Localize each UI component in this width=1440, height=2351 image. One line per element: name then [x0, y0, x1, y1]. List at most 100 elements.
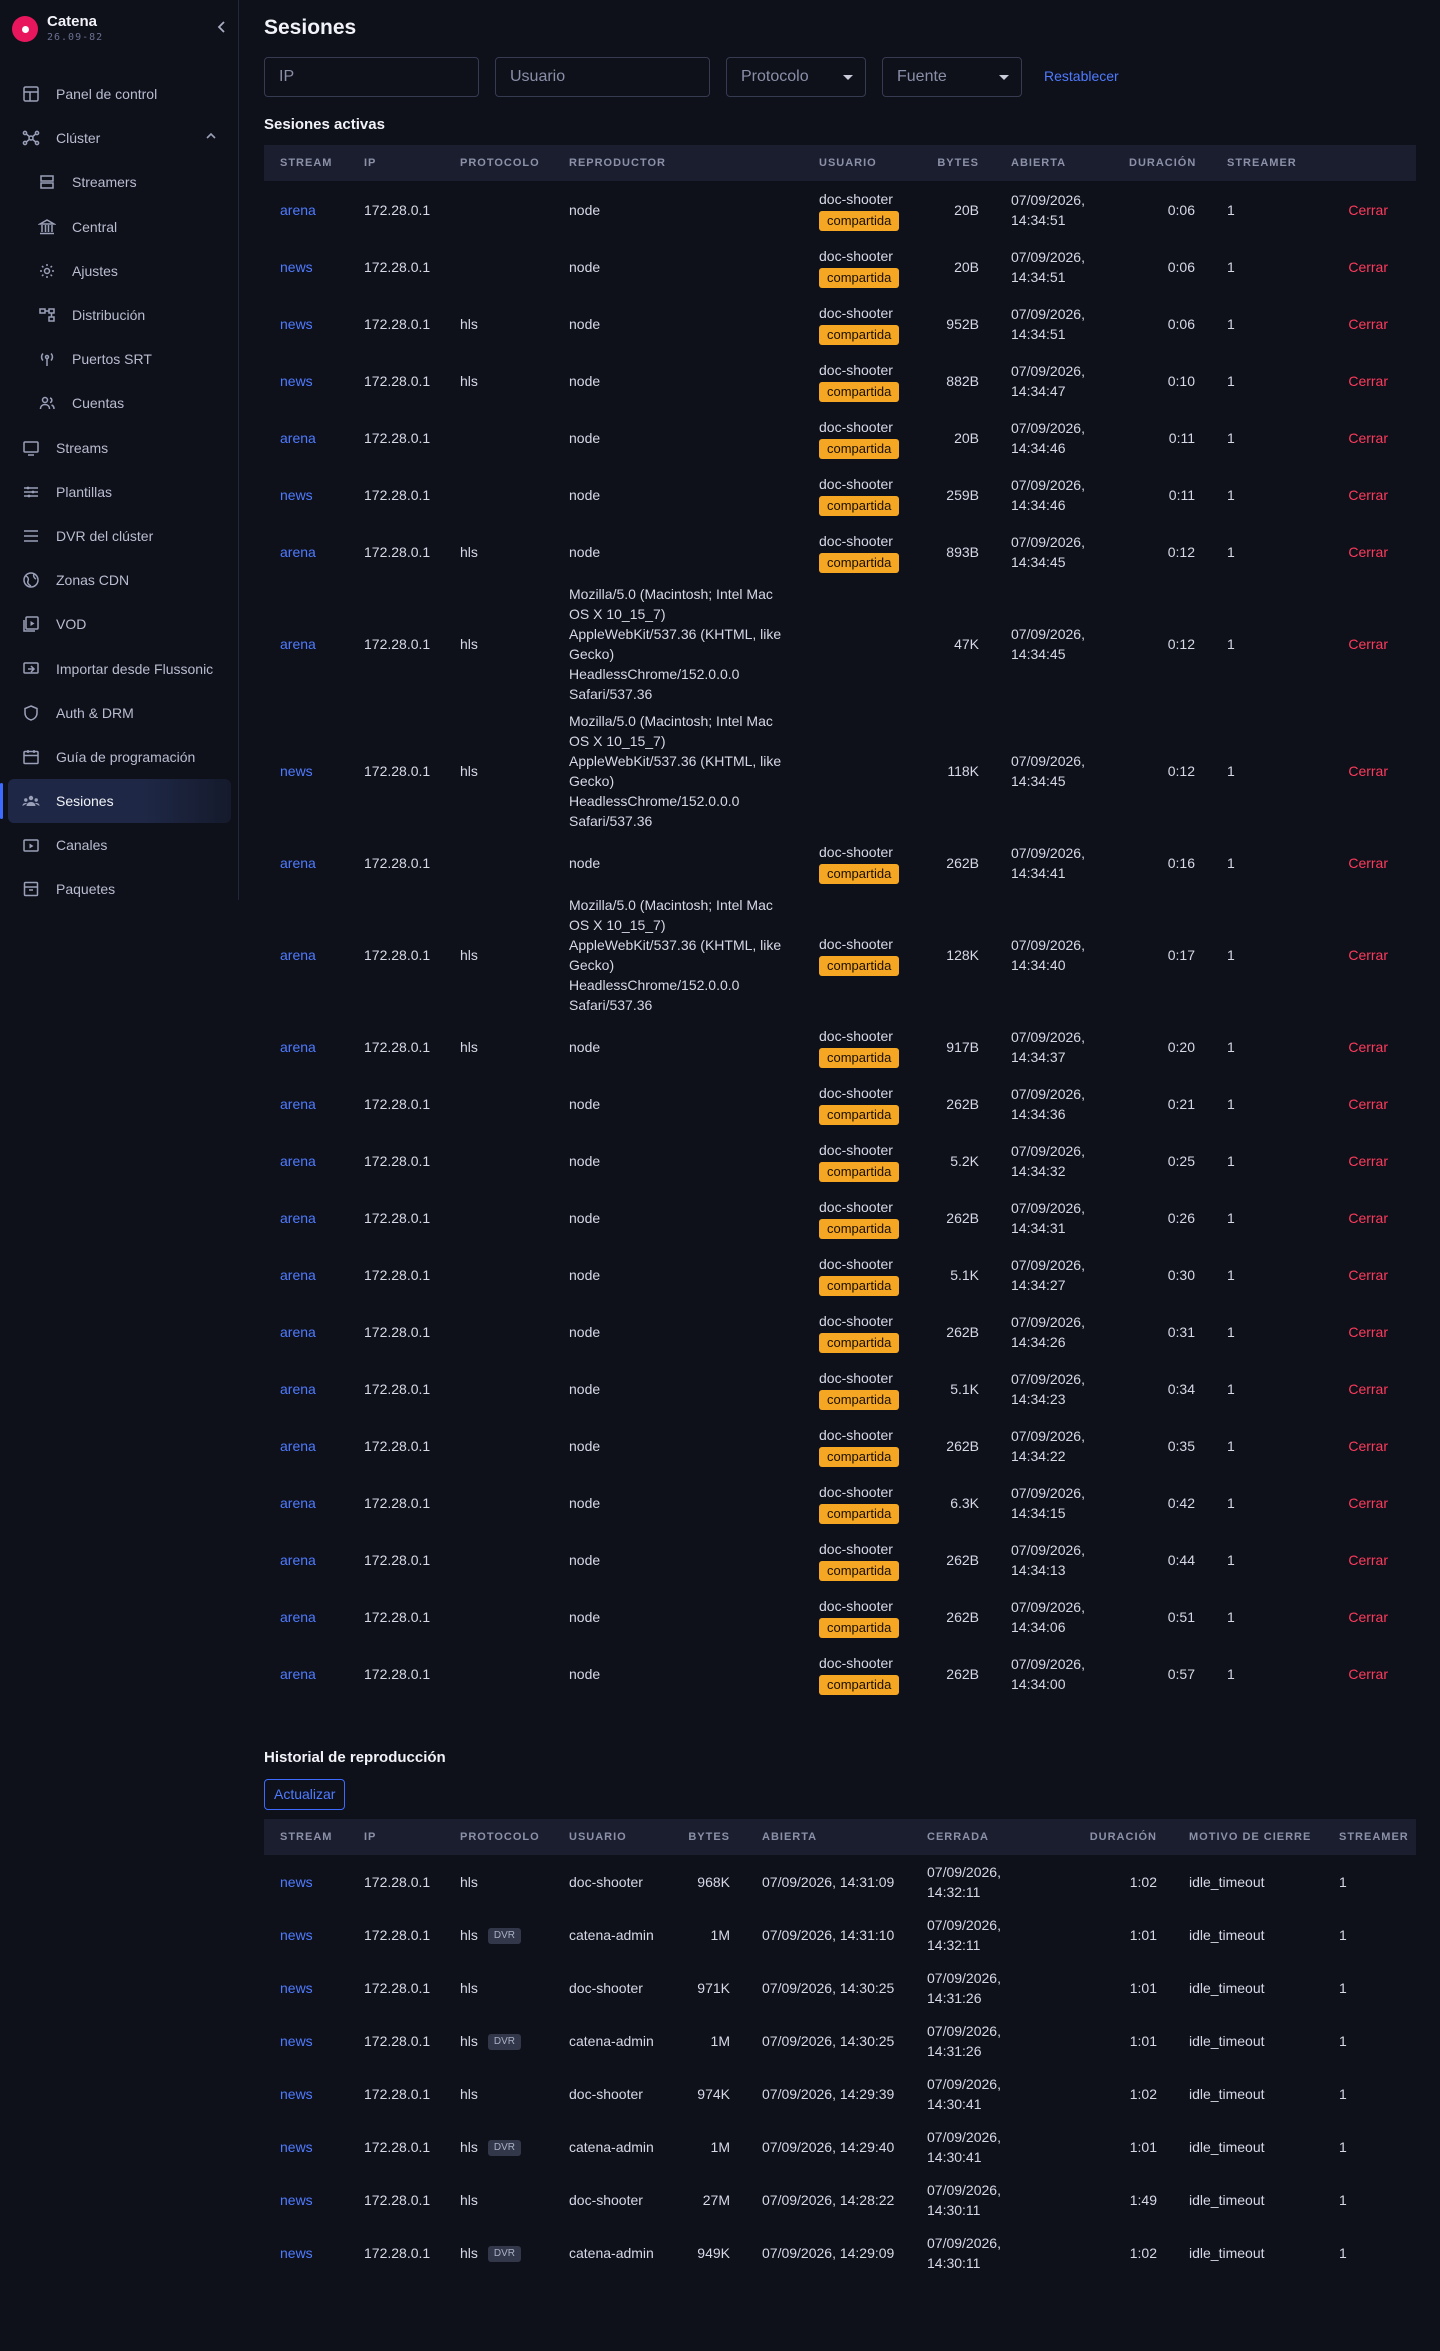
protocol-select[interactable]: Protocolo: [726, 57, 866, 97]
sidebar-item-streams[interactable]: Streams: [8, 426, 231, 470]
table-row: arena 172.28.0.1 node doc-shooter compartida…: [264, 181, 1416, 238]
sidebar-item-label: Central: [72, 218, 118, 235]
dvr-badge: DVR: [487, 2245, 522, 2262]
streamer-cell: 1: [1227, 1095, 1235, 1112]
streamer-cell: 1: [1227, 1323, 1235, 1340]
stream-link[interactable]: arena: [280, 1152, 316, 1169]
close-session-button[interactable]: Cerrar: [1348, 1608, 1388, 1625]
close-session-button[interactable]: Cerrar: [1348, 1494, 1388, 1511]
sidebar-item-paquetes[interactable]: Paquetes: [8, 867, 231, 911]
sidebar-item-plantillas[interactable]: Plantillas: [8, 470, 231, 514]
table-row: news 172.28.0.1 hls doc-shooter 974K 07/09/20…: [264, 2067, 1416, 2120]
duration-cell: 0:12: [1167, 543, 1195, 560]
column-header: STREAMER: [1323, 1819, 1416, 1855]
stream-link[interactable]: news: [280, 315, 313, 332]
sidebar-item-distribucion[interactable]: Distribución: [8, 293, 231, 337]
sidebar-item-sesiones[interactable]: Sesiones: [0, 779, 231, 824]
sidebar-item-vod[interactable]: VOD: [8, 602, 231, 646]
stream-link[interactable]: news: [280, 1926, 313, 1943]
close-session-button[interactable]: Cerrar: [1348, 762, 1388, 779]
stream-link[interactable]: arena: [280, 1551, 316, 1568]
sidebar-item-zonas-cdn[interactable]: Zonas CDN: [8, 558, 231, 602]
close-session-button[interactable]: Cerrar: [1348, 946, 1388, 963]
stream-link[interactable]: arena: [280, 1380, 316, 1397]
player-cell: node: [569, 258, 601, 275]
sidebar-item-importar-desde-flussonic[interactable]: Importar desde Flussonic: [8, 646, 231, 690]
stream-link[interactable]: arena: [280, 1323, 316, 1340]
stream-link[interactable]: arena: [280, 1038, 316, 1055]
stream-link[interactable]: news: [280, 1979, 313, 1996]
close-session-button[interactable]: Cerrar: [1348, 1209, 1388, 1226]
stream-link[interactable]: arena: [280, 1494, 316, 1511]
player-cell: node: [569, 854, 601, 871]
active-sessions-title: Sesiones activas: [264, 116, 385, 133]
sidebar-item-canales[interactable]: Canales: [8, 823, 231, 867]
dvr-badge: DVR: [487, 1927, 522, 1944]
sidebar-item-dvr-del-cluster[interactable]: DVR del clúster: [8, 514, 231, 558]
ip-filter-input[interactable]: [264, 57, 479, 97]
close-session-button[interactable]: Cerrar: [1348, 854, 1388, 871]
bytes-cell: 20B: [954, 429, 979, 446]
opened-cell: 07/09/2026, 14:34:46: [1011, 476, 1085, 513]
stream-link[interactable]: arena: [280, 1266, 316, 1283]
close-session-button[interactable]: Cerrar: [1348, 486, 1388, 503]
opened-cell: 07/09/2026, 14:34:45: [1011, 625, 1085, 662]
user-filter-input[interactable]: [495, 57, 710, 97]
stream-link[interactable]: arena: [280, 854, 316, 871]
stream-link[interactable]: news: [280, 2191, 313, 2208]
stream-link[interactable]: news: [280, 1873, 313, 1890]
close-session-button[interactable]: Cerrar: [1348, 1152, 1388, 1169]
protocol-cell: hls: [460, 762, 478, 779]
user-cell: [803, 580, 919, 707]
stream-link[interactable]: arena: [280, 1665, 316, 1682]
stream-link[interactable]: news: [280, 258, 313, 275]
close-session-button[interactable]: Cerrar: [1348, 1323, 1388, 1340]
stream-link[interactable]: arena: [280, 543, 316, 560]
close-session-button[interactable]: Cerrar: [1348, 1551, 1388, 1568]
source-select[interactable]: Fuente: [882, 57, 1022, 97]
sidebar-item-ajustes[interactable]: Ajustes: [8, 249, 231, 293]
sidebar-item-puertos-srt[interactable]: Puertos SRT: [8, 337, 231, 381]
close-session-button[interactable]: Cerrar: [1348, 429, 1388, 446]
stream-link[interactable]: arena: [280, 1209, 316, 1226]
stream-link[interactable]: arena: [280, 635, 316, 652]
close-session-button[interactable]: Cerrar: [1348, 1038, 1388, 1055]
stream-link[interactable]: news: [280, 2244, 313, 2261]
refresh-button[interactable]: Actualizar: [264, 1779, 346, 1810]
sidebar-item-streamers[interactable]: Streamers: [8, 160, 231, 204]
close-session-button[interactable]: Cerrar: [1348, 1095, 1388, 1112]
sidebar-item-cluster[interactable]: Clúster: [8, 116, 231, 160]
close-session-button[interactable]: Cerrar: [1348, 315, 1388, 332]
protocol-cell: hls: [444, 1961, 553, 2014]
close-session-button[interactable]: Cerrar: [1348, 201, 1388, 218]
close-session-button[interactable]: Cerrar: [1348, 1665, 1388, 1682]
close-session-button[interactable]: Cerrar: [1348, 258, 1388, 275]
sidebar-item-panel-de-control[interactable]: Panel de control: [8, 72, 231, 116]
stream-link[interactable]: news: [280, 372, 313, 389]
shared-badge: compartida: [819, 1503, 900, 1524]
close-session-button[interactable]: Cerrar: [1348, 1380, 1388, 1397]
sidebar-item-auth-drm[interactable]: Auth & DRM: [8, 691, 231, 735]
sidebar-item-guia-de-programacion[interactable]: Guía de programación: [8, 735, 231, 779]
stream-link[interactable]: arena: [280, 1608, 316, 1625]
sidebar-item-central[interactable]: Central: [8, 205, 231, 249]
stream-link[interactable]: arena: [280, 1437, 316, 1454]
close-session-button[interactable]: Cerrar: [1348, 1266, 1388, 1283]
user-name: doc-shooter: [819, 1084, 893, 1101]
stream-link[interactable]: arena: [280, 946, 316, 963]
stream-link[interactable]: news: [280, 2085, 313, 2102]
close-session-button[interactable]: Cerrar: [1348, 543, 1388, 560]
stream-link[interactable]: news: [280, 2138, 313, 2155]
stream-link[interactable]: news: [280, 762, 313, 779]
stream-link[interactable]: arena: [280, 201, 316, 218]
close-session-button[interactable]: Cerrar: [1348, 635, 1388, 652]
collapse-sidebar-button[interactable]: [212, 18, 232, 38]
stream-link[interactable]: arena: [280, 429, 316, 446]
close-session-button[interactable]: Cerrar: [1348, 1437, 1388, 1454]
sidebar-item-cuentas[interactable]: Cuentas: [8, 381, 231, 425]
stream-link[interactable]: news: [280, 486, 313, 503]
close-session-button[interactable]: Cerrar: [1348, 372, 1388, 389]
reset-filters-link[interactable]: Restablecer: [1044, 68, 1119, 84]
stream-link[interactable]: news: [280, 2032, 313, 2049]
stream-link[interactable]: arena: [280, 1095, 316, 1112]
